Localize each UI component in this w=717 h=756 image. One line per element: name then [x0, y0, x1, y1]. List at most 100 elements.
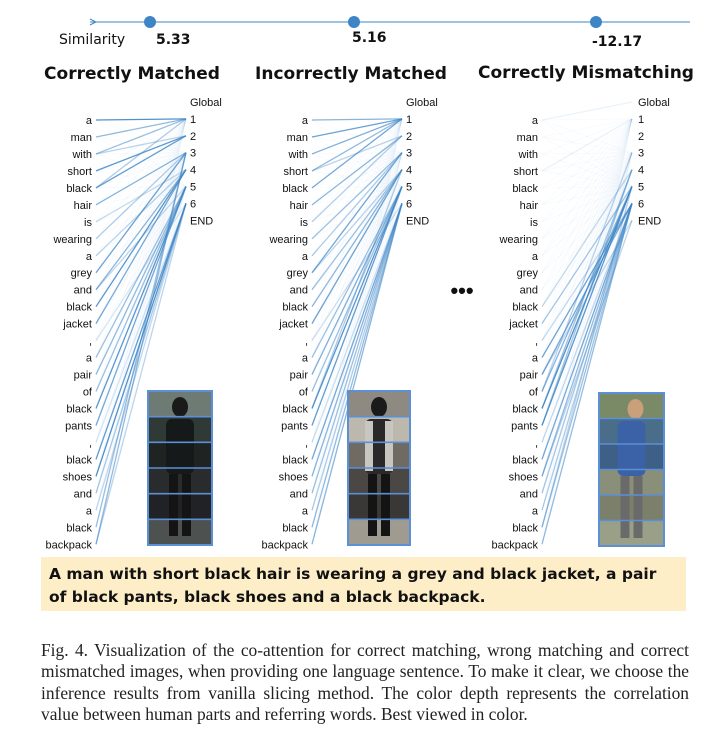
image-stripe: [599, 495, 664, 521]
attention-line-faint: [541, 152, 633, 341]
word-label: wearing: [498, 234, 538, 246]
attention-panel-correctly-mismatching: a man with short black hair is wearing a grey and b…: [492, 97, 670, 551]
person-torso: [617, 421, 646, 476]
attention-line: [311, 135, 403, 206]
attention-line-faint: [541, 152, 633, 223]
attention-line-faint: [311, 118, 403, 256]
attention-line-faint: [95, 118, 187, 324]
word-label: and: [74, 488, 92, 500]
attention-line-faint: [95, 118, 187, 409]
attention-line-faint: [541, 118, 633, 324]
attention-line-faint: [541, 186, 633, 206]
attention-line-faint: [95, 152, 187, 240]
part-label: END: [406, 215, 429, 227]
attention-line: [311, 203, 403, 477]
attention-line: [311, 186, 403, 358]
attention-line: [311, 152, 403, 240]
attention-line-faint: [541, 152, 633, 273]
word-label: black: [66, 403, 92, 415]
figure-caption: Fig. 4. Visualization of the co-attentio…: [41, 640, 689, 725]
attention-line-faint: [311, 152, 403, 477]
person-torso: [166, 419, 194, 474]
attention-line: [95, 186, 187, 426]
attention-line: [95, 118, 187, 138]
attention-line-faint: [311, 152, 403, 290]
attention-line-faint: [541, 152, 633, 392]
attention-line: [541, 220, 633, 477]
attention-line-faint: [541, 186, 633, 307]
panel-title-incorrectly-matched: Incorrectly Matched: [255, 64, 447, 84]
part-label: 2: [406, 131, 412, 143]
word-label: ,: [305, 336, 308, 348]
image-stripe: [599, 520, 664, 546]
word-label: a: [86, 505, 93, 517]
word-label: and: [290, 285, 308, 297]
attention-line-faint: [541, 118, 633, 189]
person-head: [172, 397, 188, 417]
attention-line-faint: [311, 186, 403, 528]
attention-line: [95, 118, 187, 189]
attention-line-faint: [541, 186, 633, 273]
word-label: of: [529, 387, 539, 399]
attention-line-faint: [541, 118, 633, 409]
word-label: with: [287, 149, 308, 161]
attention-line-faint: [541, 118, 633, 307]
word-label: hair: [520, 200, 539, 212]
attention-line-faint: [541, 118, 633, 239]
person-leg: [381, 474, 390, 536]
word-label: black: [512, 302, 538, 314]
attention-line: [311, 203, 403, 443]
attention-line-faint: [541, 170, 633, 187]
word-label: a: [302, 251, 309, 263]
attention-line-faint: [95, 152, 187, 358]
attention-line-faint: [311, 152, 403, 223]
attention-line: [541, 152, 633, 392]
word-label: with: [517, 149, 538, 161]
word-label: ,: [535, 336, 538, 348]
image-border: [147, 390, 213, 546]
attention-line-faint: [311, 152, 403, 256]
attention-line: [95, 152, 187, 545]
attention-line: [311, 135, 403, 172]
attention-line: [311, 203, 403, 494]
part-label: 5: [638, 182, 644, 194]
word-label: backpack: [262, 539, 309, 551]
attention-line: [311, 203, 403, 341]
attention-line-faint: [95, 152, 187, 189]
attention-line: [311, 203, 403, 545]
attention-line-faint: [541, 118, 633, 138]
part-label: 6: [190, 198, 196, 210]
word-label: grey: [287, 268, 309, 280]
attention-line-faint: [311, 186, 403, 256]
attention-line: [311, 135, 403, 223]
attention-line-faint: [541, 186, 633, 528]
attention-line-faint: [95, 153, 187, 187]
attention-line: [311, 169, 403, 274]
attention-line: [95, 203, 187, 341]
attention-panel-correctly-matched: a man with short black hair is wearing a grey and b…: [46, 97, 222, 551]
attention-line-faint: [311, 152, 403, 494]
attention-line: [541, 186, 633, 426]
attention-line-faint: [311, 152, 403, 206]
word-label: a: [532, 115, 539, 127]
attention-line-faint: [541, 118, 633, 172]
attention-line-faint: [541, 152, 633, 375]
similarity-axis: Similarity 5.33 5.16 -12.17: [59, 16, 690, 50]
attention-line: [311, 152, 403, 257]
word-label: backpack: [492, 539, 539, 551]
attention-line-faint: [541, 118, 633, 121]
word-label: black: [512, 522, 538, 534]
word-label: and: [520, 285, 538, 297]
word-label: black: [282, 454, 308, 466]
attention-line-faint: [541, 118, 633, 511]
word-label: man: [517, 132, 538, 144]
attention-line: [541, 203, 633, 443]
person-head: [371, 397, 387, 417]
attention-line-faint: [541, 186, 633, 240]
attention-line-faint: [541, 118, 633, 528]
word-label: short: [68, 166, 92, 178]
word-label: wearing: [52, 234, 92, 246]
word-label: shoes: [279, 471, 309, 483]
attention-line: [95, 118, 187, 155]
word-label: shoes: [63, 471, 93, 483]
